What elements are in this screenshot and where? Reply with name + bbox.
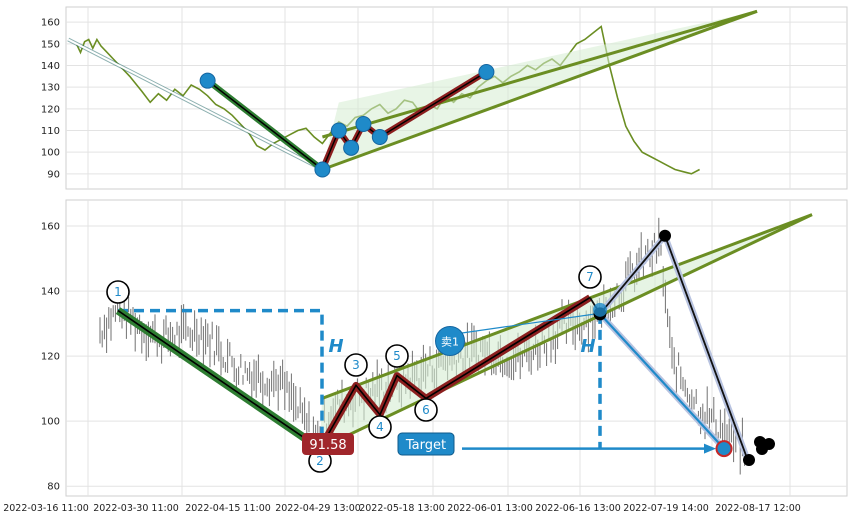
top-y-tick-label: 150 [41,39,60,50]
top-pivot-marker [355,116,372,132]
bottom-y-tick-label: 160 [41,222,60,233]
pivot-number-label: 5 [393,349,401,363]
top-channel-upper [322,9,758,139]
sell-signal-label: 卖1 [441,336,459,349]
top-y-tick-label: 130 [41,83,60,94]
h-measure-left [118,308,324,449]
x-tick-label: 2022-06-01 13:00 [447,503,533,514]
bottom-y-tick-label: 140 [41,287,60,298]
sell-target-line [599,313,725,450]
target-marker [715,440,733,458]
bottom-y-tick-label: 120 [41,352,60,363]
top-pivot-marker [371,129,388,145]
terminal-black-marker [743,454,755,466]
sell-signal-bubble [435,326,465,356]
projected-high-marker [659,229,671,242]
top-pivot-marker [478,64,495,80]
bottom-down-leg-core [117,309,321,450]
top-pivot-marker [330,122,347,139]
bottom-y-tick-label: 80 [47,482,60,493]
pivot-number-label: 3 [352,358,360,372]
bottom-zigzag-core [319,296,591,449]
sell-point-highlight [593,302,607,317]
top-pivot-marker [199,72,216,89]
top-down-leg-core [207,80,323,171]
pivot-number-label: 4 [376,420,384,434]
x-tick-label: 2022-06-16 13:00 [535,503,621,514]
pivot-number-badge [368,415,392,439]
top-y-tick-label: 160 [41,18,60,29]
bottom-channel-upper [321,213,813,400]
pivot-number-label: 1 [114,285,122,299]
bottom-y-tick-label: 100 [41,417,60,428]
sell-pointer-line [461,313,597,334]
pivot-number-badge [344,353,368,377]
x-tick-label: 2022-04-15 11:00 [185,503,271,514]
price-label-text: 91.58 [309,438,346,453]
x-tick-label: 2022-08-17 12:00 [715,503,801,514]
x-tick-label: 2022-03-16 11:00 [3,503,89,514]
pivot-number-label: 2 [316,454,324,468]
x-tick-label: 2022-04-29 13:00 [275,503,361,514]
pivot-number-badge [385,344,409,368]
top-y-tick-label: 90 [47,169,60,180]
pivot-number-badge [414,398,438,422]
target-arrow-head [704,443,716,454]
top-y-tick-label: 110 [41,126,60,137]
target-label-text: Target [405,438,446,453]
top-initial-decline-inner [67,38,323,171]
h-label-left: H [328,336,343,357]
top-y-tick-label: 140 [41,61,60,72]
top-pivot-marker [343,139,360,156]
pivot-number-badge [578,265,602,289]
bottom-channel-lower [319,213,813,450]
h-label-right: H [580,336,595,357]
pivot-number-badge [106,280,130,304]
x-tick-label: 2022-03-30 11:00 [93,503,179,514]
top-pivot-marker [314,161,331,178]
terminal-black-marker [756,443,768,455]
price-label-box [302,433,354,455]
pivot-number-label: 6 [422,403,430,417]
target-label-box [397,432,455,456]
x-tick-label: 2022-05-18 13:00 [359,503,445,514]
top-channel-lower [321,9,758,171]
pivot-number-label: 7 [586,270,594,284]
x-tick-label: 2022-07-19 14:00 [623,503,709,514]
top-y-tick-label: 120 [41,104,60,115]
top-y-tick-label: 100 [41,148,60,159]
